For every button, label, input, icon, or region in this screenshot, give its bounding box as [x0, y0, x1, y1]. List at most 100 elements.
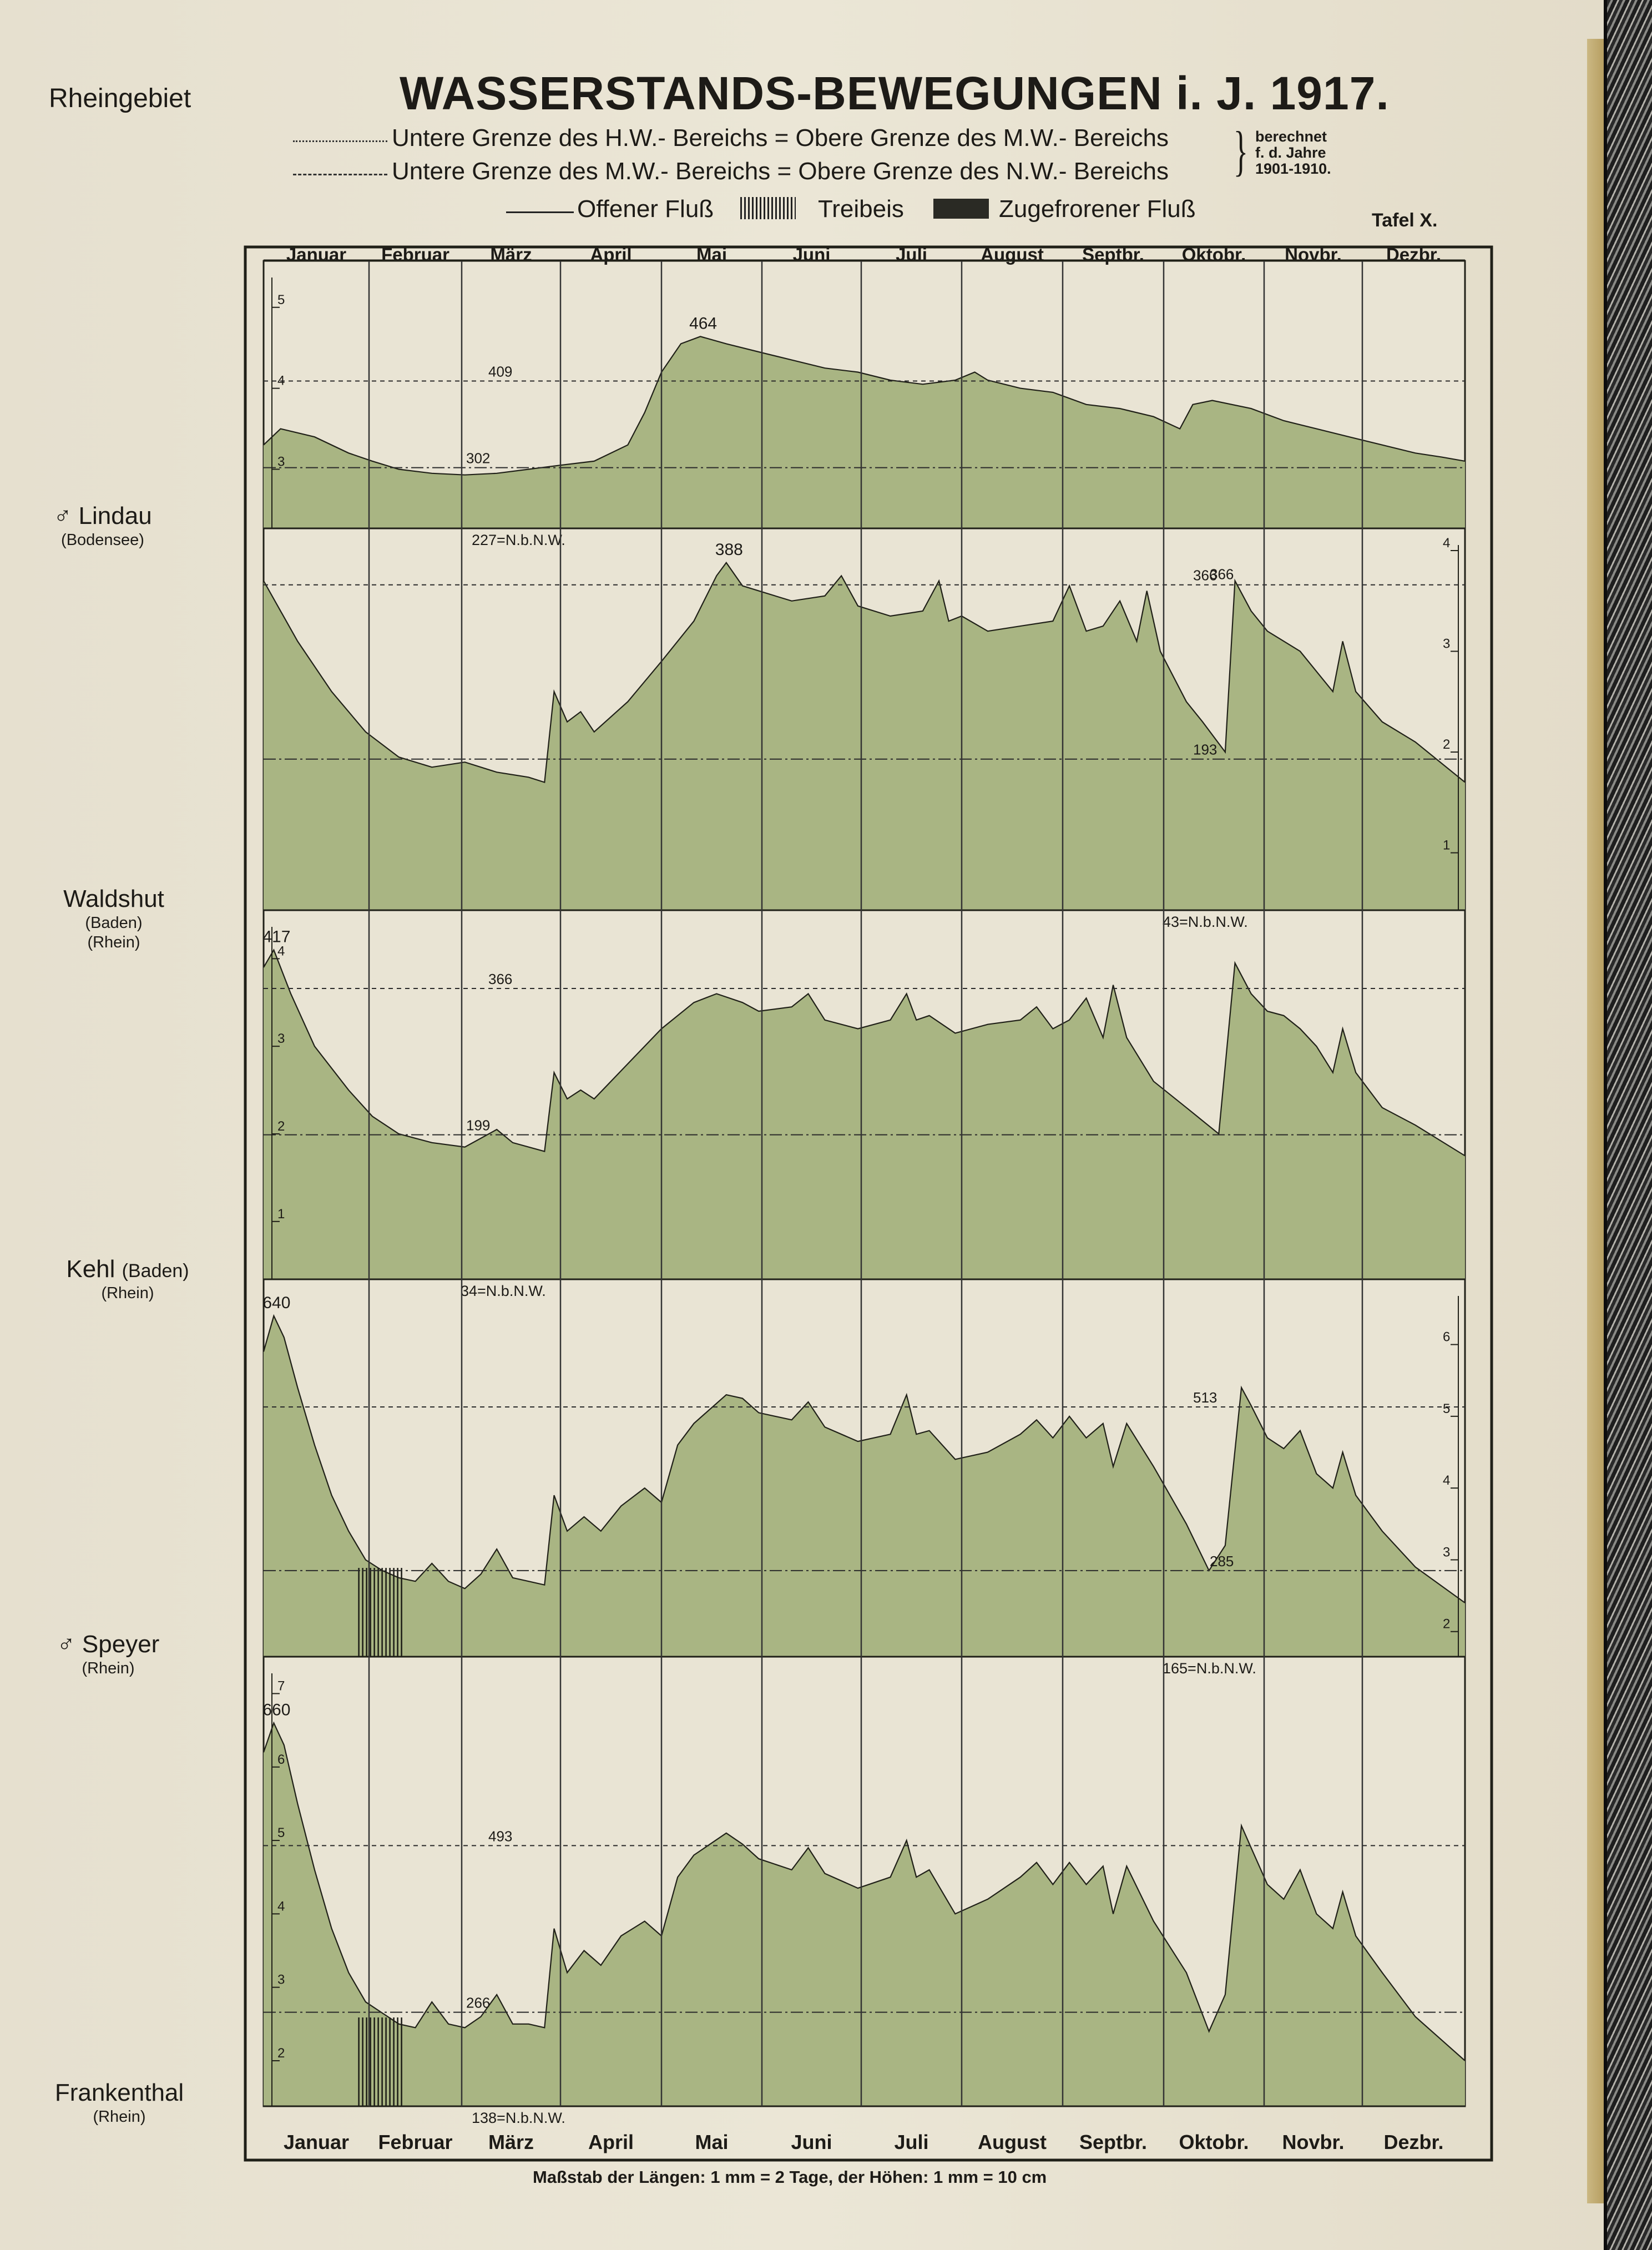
scale-tick-label: 4 — [1443, 1473, 1450, 1488]
month-label-bottom: April — [588, 2131, 634, 2153]
station-name: Lindau — [78, 502, 152, 529]
calc-note-line-1: berechnet — [1255, 128, 1327, 145]
legend-treibeis-text: Treibeis — [818, 195, 904, 223]
station-mark: ♂ — [53, 502, 72, 529]
calc-note-line-3: 1901-1910. — [1255, 160, 1331, 177]
month-label-top: April — [590, 244, 632, 265]
nnw-label: 34=N.b.N.W. — [461, 1283, 546, 1299]
station-sub2: (Rhein) — [87, 934, 140, 951]
water-level-area-kehl — [264, 950, 1465, 1279]
station-name: Waldshut — [63, 885, 164, 912]
legend-hw-line-sample — [293, 140, 387, 142]
nw-line-label: 266 — [466, 1995, 490, 2011]
scale-tick-label: 2 — [1443, 737, 1450, 752]
month-label-top: Januar — [286, 244, 346, 265]
water-level-line-lindau — [263, 336, 1466, 476]
nnw-label: 138=N.b.N.W. — [472, 2110, 565, 2126]
month-label-bottom: Januar — [284, 2131, 349, 2153]
scale-tick-label: 2 — [277, 2046, 285, 2061]
calc-note-line-2: f. d. Jahre — [1255, 144, 1326, 161]
legend-nw-line-sample — [293, 174, 387, 175]
month-label-bottom: Juni — [791, 2131, 832, 2153]
month-label-top: März — [490, 244, 532, 265]
max-value-label: 388 — [715, 541, 743, 559]
legend-zugefroren-sample — [933, 199, 989, 219]
max-value-label: 660 — [262, 1701, 290, 1719]
water-level-line-speyer — [262, 1314, 1466, 1603]
month-label-bottom: Dezbr. — [1383, 2131, 1443, 2153]
station-sub: (Baden) — [85, 914, 143, 932]
water-level-area-waldshut — [264, 562, 1465, 910]
station-label-kehl: Kehl (Baden) (Rhein) — [44, 1255, 211, 1303]
nw-line-label: 193 — [1193, 741, 1217, 758]
nw-line-label: 285 — [1210, 1553, 1234, 1570]
month-label-bottom: Februar — [378, 2131, 452, 2153]
scale-note: Maßstab der Längen: 1 mm = 2 Tage, der H… — [533, 2167, 1047, 2187]
month-label-bottom: März — [488, 2131, 534, 2153]
scale-tick-label: 6 — [1443, 1330, 1450, 1345]
legend-zugefroren-text: Zugefrorener Fluß — [999, 195, 1196, 223]
station-label-speyer: ♂ Speyer (Rhein) — [25, 1631, 191, 1678]
scale-tick-label: 3 — [277, 1031, 285, 1046]
water-level-line-frankenthal — [262, 1721, 1466, 2061]
month-label-bottom: Novbr. — [1282, 2131, 1344, 2153]
scale-tick-label: 5 — [1443, 1401, 1450, 1416]
month-label-top: Februar — [381, 244, 449, 265]
legend-brace: } — [1233, 120, 1249, 181]
month-label-top: Oktobr. — [1182, 244, 1246, 265]
station-name: Frankenthal — [54, 2079, 184, 2106]
station-sub: (Bodensee) — [61, 531, 144, 549]
legend-nw-text: Untere Grenze des M.W.- Bereichs = Obere… — [392, 158, 1169, 185]
station-sub: (Baden) — [122, 1260, 189, 1282]
scale-tick-label: 3 — [1443, 1545, 1450, 1560]
nnw-label: 165=N.b.N.W. — [1163, 1660, 1256, 1677]
nw-line-label: 302 — [466, 450, 490, 467]
water-level-area-speyer — [264, 1315, 1465, 1657]
legend-offen-sample — [506, 211, 574, 213]
scale-tick-label: 3 — [277, 455, 285, 470]
scale-tick-label: 5 — [277, 292, 285, 307]
month-label-bottom: Septbr. — [1079, 2131, 1147, 2153]
month-label-top: Septbr. — [1082, 244, 1144, 265]
water-level-area-lindau — [264, 336, 1465, 528]
chart-outer-frame — [244, 245, 1493, 2162]
month-label-bottom: Mai — [695, 2131, 728, 2153]
water-level-line-waldshut — [263, 561, 1466, 783]
scale-tick-label: 5 — [277, 1825, 285, 1840]
month-label-top: August — [981, 244, 1044, 265]
max-value-label: 640 — [262, 1294, 290, 1312]
station-sub: (Rhein) — [93, 2108, 146, 2126]
scale-tick-label: 2 — [1443, 1617, 1450, 1632]
page-edge — [1587, 39, 1604, 2203]
marbled-binding — [1604, 0, 1652, 2250]
station-label-waldshut: Waldshut (Baden) (Rhein) — [31, 885, 197, 952]
scale-tick-label: 3 — [277, 1972, 285, 1987]
legend-hw-text: Untere Grenze des H.W.- Bereichs = Obere… — [392, 124, 1169, 152]
month-label-top: Mai — [696, 244, 727, 265]
station-label-lindau: ♂ Lindau (Bodensee) — [19, 502, 186, 549]
nnw-label: 43=N.b.N.W. — [1163, 914, 1248, 930]
scale-tick-label: 6 — [277, 1752, 285, 1767]
month-label-top: Juni — [793, 244, 831, 265]
month-label-bottom: Oktobr. — [1179, 2131, 1249, 2153]
month-label-top: Dezbr. — [1386, 244, 1441, 265]
station-name: Speyer — [82, 1631, 160, 1658]
hw-line-label: 366 — [488, 971, 512, 987]
scale-tick-label: 4 — [1443, 536, 1450, 551]
month-label-top: Novbr. — [1285, 244, 1342, 265]
station-mark: ♂ — [57, 1631, 75, 1658]
hw-line-label: 409 — [488, 364, 512, 380]
month-label-top: Juli — [896, 244, 927, 265]
max-value-label: 417 — [262, 928, 290, 946]
station-sub: (Rhein) — [82, 1659, 135, 1677]
station-label-frankenthal: Frankenthal (Rhein) — [36, 2079, 203, 2126]
scale-tick-label: 2 — [277, 1119, 285, 1134]
nnw-label: 227=N.b.N.W. — [472, 532, 565, 548]
scale-tick-label: 3 — [1443, 637, 1450, 652]
water-level-area-frankenthal — [264, 1723, 1465, 2106]
scale-tick-label: 1 — [1443, 838, 1450, 853]
max-value-label: 464 — [689, 314, 717, 332]
region-label: Rheingebiet — [49, 84, 191, 113]
legend-treibeis-sample — [740, 197, 796, 219]
scale-tick-label: 1 — [277, 1207, 285, 1222]
